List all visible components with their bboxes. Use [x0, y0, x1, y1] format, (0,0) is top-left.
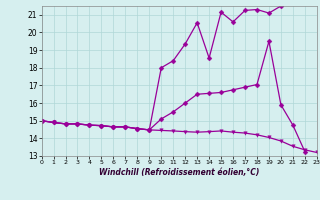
X-axis label: Windchill (Refroidissement éolien,°C): Windchill (Refroidissement éolien,°C) — [99, 168, 260, 177]
